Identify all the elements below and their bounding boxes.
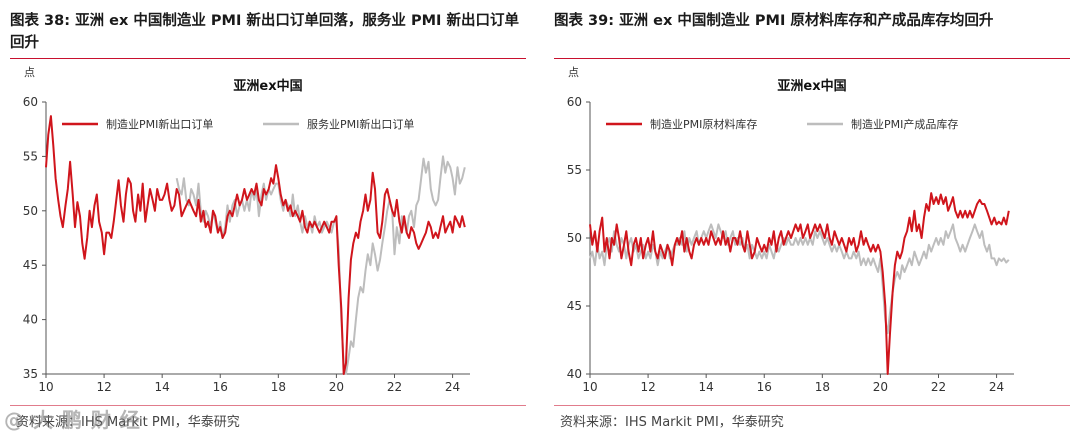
y-tick-label: 40 (23, 313, 38, 327)
y-tick-label: 50 (23, 204, 38, 218)
legend-label-1: 制造业PMI原材料库存 (650, 117, 757, 131)
x-tick-label: 24 (445, 380, 460, 394)
y-tick-label: 60 (567, 95, 582, 109)
y-tick-label: 40 (567, 367, 582, 381)
x-tick-label: 14 (699, 380, 714, 394)
y-tick-label: 50 (567, 231, 582, 245)
x-tick-label: 18 (815, 380, 830, 394)
y-tick-label: 35 (23, 367, 38, 381)
series-line-2 (175, 155, 466, 375)
x-tick-label: 22 (931, 380, 946, 394)
source-note: 资料来源：IHS Markit PMI，华泰研究 (560, 415, 784, 430)
x-tick-label: 12 (640, 380, 655, 394)
source-note: 资料来源：IHS Markit PMI，华泰研究 (16, 415, 240, 430)
x-tick-label: 18 (271, 380, 286, 394)
figure-title: 图表 38: 亚洲 ex 中国制造业 PMI 新出口订单回落，服务业 PMI 新… (10, 13, 519, 51)
x-tick-label: 10 (582, 380, 597, 394)
x-tick-label: 20 (329, 380, 344, 394)
legend-label-2: 服务业PMI新出口订单 (307, 117, 414, 131)
y-unit-label: 点 (568, 66, 579, 79)
x-tick-label: 12 (96, 380, 111, 394)
top-rule (10, 58, 526, 59)
chart-title: 亚洲ex中国 (777, 78, 846, 94)
figure-title: 图表 39: 亚洲 ex 中国制造业 PMI 原材料库存和产成品库存均回升 (554, 13, 994, 29)
x-tick-label: 16 (757, 380, 772, 394)
y-tick-label: 60 (23, 95, 38, 109)
bottom-rule (554, 405, 1070, 406)
top-rule (554, 58, 1070, 59)
x-tick-label: 22 (387, 380, 402, 394)
chart-title: 亚洲ex中国 (233, 78, 302, 94)
series-line-2 (589, 223, 1010, 335)
legend-label-1: 制造业PMI新出口订单 (106, 117, 213, 131)
y-tick-label: 45 (23, 258, 38, 272)
y-tick-label: 45 (567, 299, 582, 313)
x-tick-label: 16 (213, 380, 228, 394)
bottom-rule (10, 405, 526, 406)
series-line-1 (589, 192, 1010, 375)
x-tick-label: 10 (38, 380, 53, 394)
y-tick-label: 55 (567, 163, 582, 177)
x-tick-label: 24 (989, 380, 1004, 394)
y-unit-label: 点 (24, 66, 35, 79)
x-tick-label: 20 (873, 380, 888, 394)
series-line-1 (45, 115, 466, 375)
y-tick-label: 55 (23, 149, 38, 163)
legend-label-2: 制造业PMI产成品库存 (851, 117, 958, 131)
chart-panel-left: 图表 38: 亚洲 ex 中国制造业 PMI 新出口订单回落，服务业 PMI 新… (0, 0, 536, 443)
chart-panel-right: 图表 39: 亚洲 ex 中国制造业 PMI 原材料库存和产成品库存均回升 点亚… (544, 0, 1080, 443)
x-tick-label: 14 (155, 380, 170, 394)
